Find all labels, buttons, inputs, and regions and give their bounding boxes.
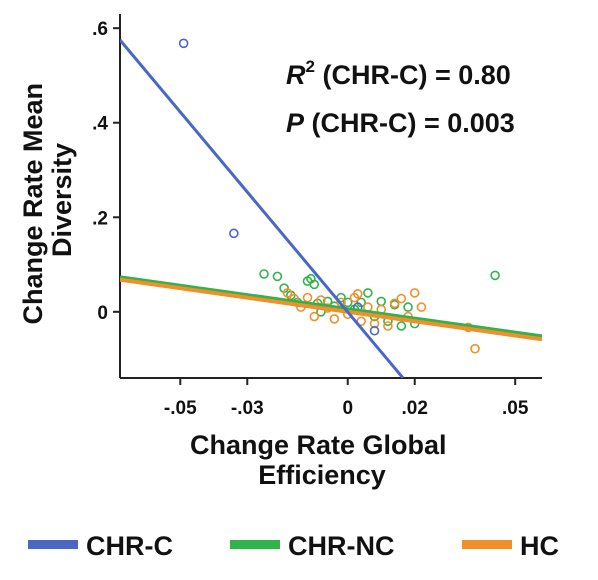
r-label: R	[286, 60, 306, 90]
chr-c-legend-label: CHR-C	[86, 531, 173, 561]
x-tick-label: -.05	[164, 398, 197, 419]
hc-legend-swatch	[462, 540, 512, 549]
chr-nc-legend-swatch	[230, 540, 280, 549]
legend: CHR-C CHR-NC HC	[28, 531, 559, 561]
x-tick-group: -.05 -.03 0 .02 .05	[164, 378, 529, 419]
y-tick-label: 0	[97, 303, 108, 324]
chr-nc-point	[490, 270, 500, 281]
chr-nc-point	[342, 297, 353, 308]
x-tick-label: 0	[342, 398, 353, 419]
r-squared-annotation: R2 (CHR-C) = 0.80	[286, 57, 511, 90]
hc-point	[389, 298, 400, 309]
chr-nc-legend-label: CHR-NC	[288, 531, 394, 561]
hc-point	[352, 289, 363, 299]
chr-nc-point	[259, 269, 269, 279]
y-axis-title-line-2: Diversity	[47, 143, 77, 257]
hc-point	[409, 288, 420, 298]
chr-nc-point	[363, 288, 373, 298]
chr-c-point	[229, 228, 239, 239]
r-squared-text: (CHR-C) = 0.80	[315, 60, 511, 90]
y-tick-label: .2	[92, 208, 108, 229]
hc-point	[309, 311, 320, 322]
r-superscript: 2	[306, 57, 315, 76]
hc-point	[329, 314, 340, 324]
x-axis-title-line-1: Change Rate Global	[190, 430, 447, 460]
hc-legend-label: HC	[520, 531, 559, 561]
chr-nc-point	[396, 321, 407, 331]
chr-c-fit-line	[120, 39, 405, 378]
axes	[119, 14, 542, 379]
chr-nc-point	[272, 271, 283, 282]
y-axis-title-line-1: Change Rate Mean	[18, 83, 48, 325]
chr-nc-point	[309, 279, 320, 290]
p-label: P	[286, 108, 305, 138]
hc-point	[302, 292, 313, 303]
y-tick-label: .6	[92, 19, 108, 40]
hc-point	[396, 293, 407, 304]
y-tick-group: .6 .4 .2 0	[92, 19, 120, 324]
chr-nc-point	[403, 302, 413, 312]
x-axis-title-line-2: Efficiency	[258, 460, 386, 490]
p-value-text: (CHR-C) = 0.003	[304, 108, 515, 138]
hc-point	[416, 302, 427, 312]
x-tick-label: .05	[502, 398, 529, 419]
chr-c-point	[178, 38, 189, 49]
p-value-annotation: P (CHR-C) = 0.003	[286, 108, 515, 138]
y-axis-title: Change Rate Mean Diversity	[18, 75, 77, 324]
chr-nc-fit-line	[120, 275, 542, 339]
x-tick-label: .02	[402, 398, 428, 419]
fit-lines-layer	[120, 39, 542, 378]
hc-point	[282, 288, 293, 298]
chr-c-legend-swatch	[28, 540, 78, 549]
hc-point	[470, 343, 480, 354]
chr-nc-point	[376, 296, 387, 307]
hc-point	[369, 318, 380, 329]
hc-fit-line	[120, 277, 542, 342]
y-tick-label: .4	[92, 114, 108, 135]
x-axis-title: Change Rate Global Efficiency	[190, 430, 454, 490]
x-tick-label: -.03	[231, 398, 264, 419]
chr-c-point	[369, 325, 380, 336]
hc-point	[383, 321, 393, 331]
